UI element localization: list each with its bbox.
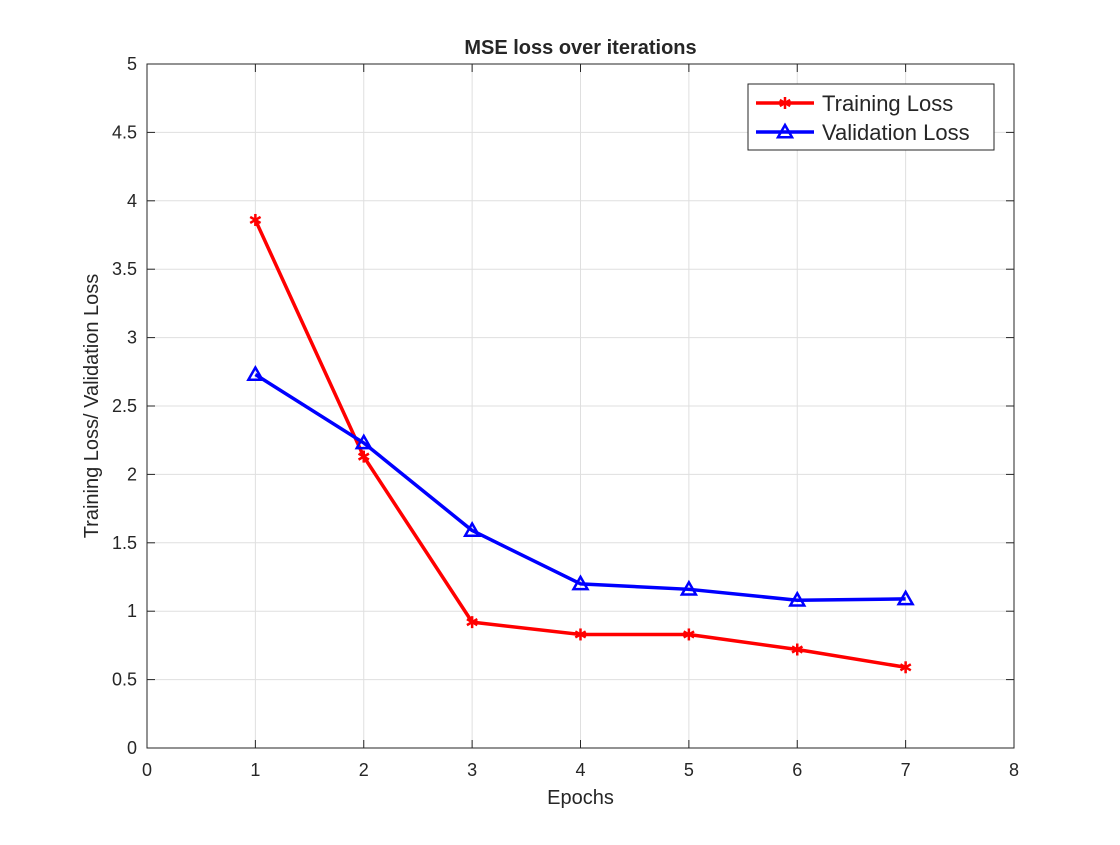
y-tick-label: 5	[127, 54, 137, 74]
series-line-1	[254, 373, 906, 603]
x-tick-label: 1	[250, 760, 260, 780]
y-tick-label: 2.5	[112, 396, 137, 416]
x-tick-label: 8	[1009, 760, 1019, 780]
legend: Training Loss Validation Loss	[747, 83, 995, 151]
series-1-point	[896, 589, 915, 606]
y-tick-label: 1	[127, 601, 137, 621]
series-0-point	[357, 450, 370, 463]
y-tick-label: 4.5	[112, 122, 137, 142]
ticks-layer: 0 1 2 3 4 5 6 7 8 0 0.5 1 1.5 2 2.5 3 3.5 4 4.5 5	[112, 54, 1019, 780]
legend-marker	[779, 97, 791, 109]
series-0-point	[899, 661, 912, 674]
x-axis-title: Epochs	[547, 787, 614, 809]
y-tick-label: 1.5	[112, 533, 137, 553]
series-1-point	[354, 433, 373, 450]
x-tick-label: 2	[359, 760, 369, 780]
legend-label: Training Loss	[822, 91, 953, 116]
legend-marker	[775, 122, 795, 139]
y-tick-label: 2	[127, 464, 137, 484]
legend-box	[747, 83, 995, 151]
y-tick-label: 3.5	[112, 259, 137, 279]
series-layer	[246, 213, 915, 674]
series-0-point	[683, 628, 695, 641]
series-1-point	[571, 574, 590, 591]
x-tick-label: 5	[684, 760, 694, 780]
y-tick-label: 4	[127, 191, 137, 211]
x-tick-label: 6	[792, 760, 802, 780]
series-1-point	[246, 365, 265, 382]
y-tick-label: 3	[127, 328, 137, 348]
chart-title: MSE loss over iterations	[464, 37, 696, 59]
y-axis-title: Training Loss/ Validation Loss	[81, 274, 103, 539]
series-1-point	[788, 590, 807, 607]
series-0-point	[791, 643, 804, 656]
x-tick-label: 4	[575, 760, 585, 780]
series-1-point	[462, 520, 482, 537]
legend-label: Validation Loss	[822, 120, 970, 145]
x-tick-label: 0	[142, 760, 152, 780]
y-tick-label: 0	[127, 738, 137, 758]
series-0-point	[249, 213, 262, 226]
grid-layer	[147, 64, 1014, 748]
series-0-point	[574, 628, 587, 641]
x-tick-label: 3	[467, 760, 477, 780]
y-tick-label: 0.5	[112, 670, 137, 690]
series-0-point	[466, 616, 478, 629]
x-tick-label: 7	[901, 760, 911, 780]
series-1-point	[679, 579, 699, 596]
